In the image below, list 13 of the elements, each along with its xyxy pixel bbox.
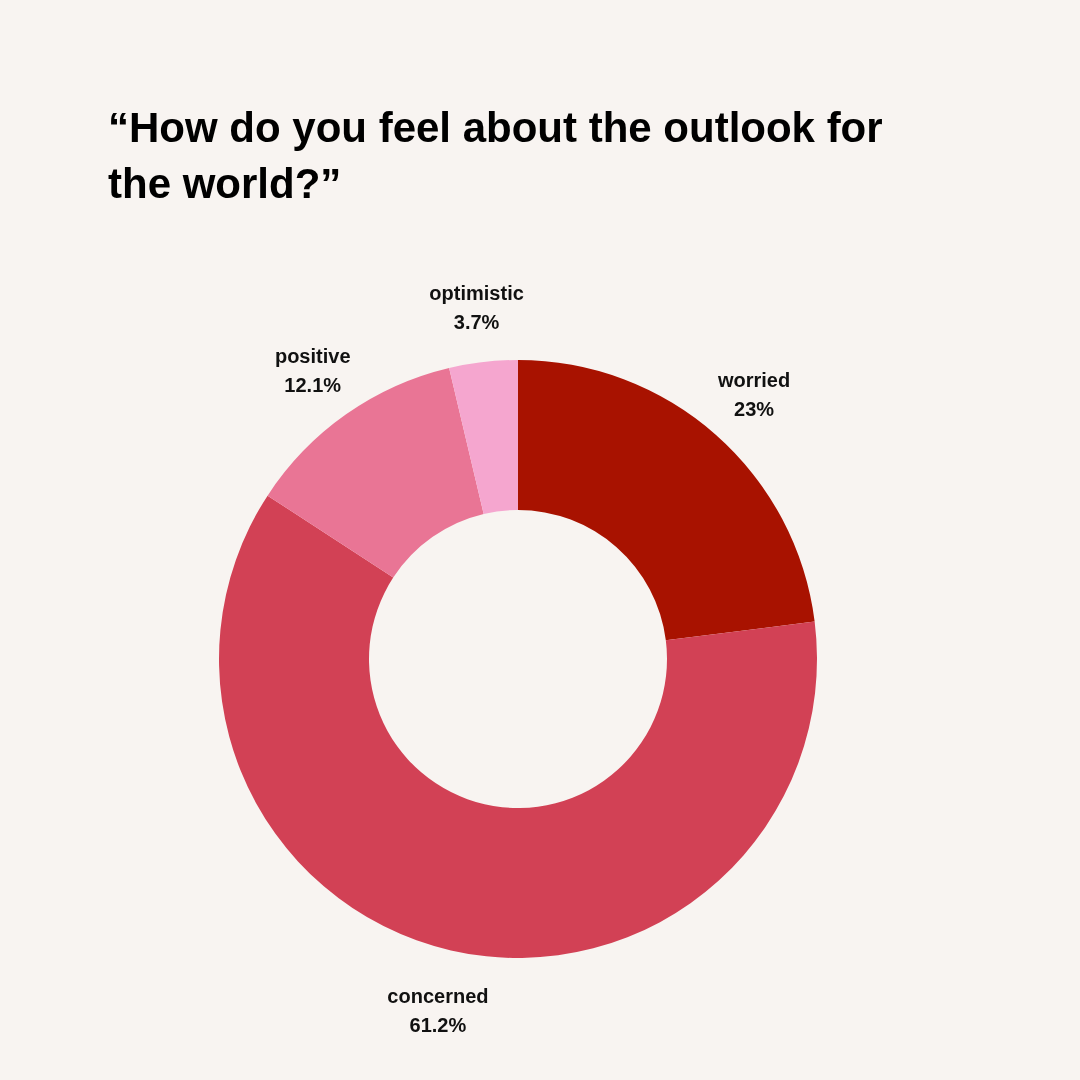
slice-label: worried [716,369,791,392]
donut-slice [267,368,484,578]
donut-slice [219,495,817,958]
data-label: 12.1% [284,373,342,396]
chart-title: “How do you feel about the outlook for the world?” [108,103,884,209]
data-label: 61.2% [409,1013,467,1036]
donut-slice [518,360,815,641]
data-label: 3.7% [453,311,500,334]
slice-label: positive [274,344,351,367]
slice-label: optimistic [429,282,524,305]
donut-slice [449,360,518,515]
slice-label: concerned [387,984,489,1007]
data-label: 23% [734,398,775,421]
